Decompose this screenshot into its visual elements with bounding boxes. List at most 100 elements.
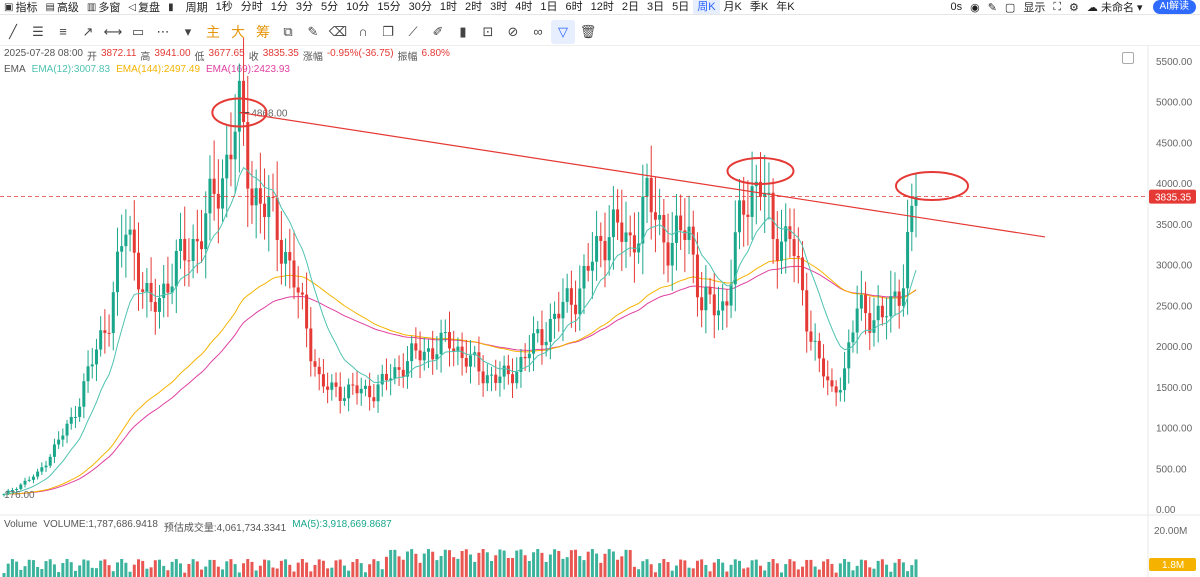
candle-body xyxy=(330,382,334,390)
volume-bar xyxy=(78,565,82,577)
period-tab[interactable]: 分时 xyxy=(240,0,263,13)
candle-body xyxy=(532,333,536,354)
hide-tool-icon[interactable]: ⊘ xyxy=(507,23,519,39)
period-tab[interactable]: 2时 xyxy=(464,0,483,13)
candle-body xyxy=(300,292,304,295)
period-tab[interactable]: 12时 xyxy=(590,0,614,13)
candle-body xyxy=(40,467,44,472)
lock-tool-icon[interactable]: ⊡ xyxy=(482,23,494,39)
period-tab[interactable]: 4时 xyxy=(515,0,533,13)
brush-tool-icon[interactable]: ✎ xyxy=(307,23,319,39)
chip-tool[interactable]: 筹 xyxy=(256,23,270,40)
open-label: 开 xyxy=(86,52,97,63)
more-tools-icon[interactable]: ⋯ xyxy=(156,23,170,39)
candle-body xyxy=(695,254,699,298)
rect-tool-icon[interactable]: ▭ xyxy=(131,23,145,39)
period-tab[interactable]: 1分 xyxy=(270,0,288,13)
layout-icon[interactable]: ▢ xyxy=(1004,1,1016,14)
period-tab[interactable]: 30分 xyxy=(408,0,432,13)
candle-body xyxy=(410,343,414,362)
candle-body xyxy=(275,197,279,240)
candle-body xyxy=(780,241,784,261)
period-tab[interactable]: 15分 xyxy=(377,0,401,13)
link-tool-icon[interactable]: ∞ xyxy=(533,24,543,39)
period-tab[interactable]: 3时 xyxy=(490,0,508,13)
toolbar-item-4[interactable]: ▮ xyxy=(164,0,180,14)
main-force-tool[interactable]: 主 xyxy=(206,23,220,40)
toolbar-item-0[interactable]: ▣ 指标 xyxy=(0,0,41,15)
toolbar-item-2[interactable]: ▥ 多窗 xyxy=(83,0,124,15)
range-tool-icon[interactable]: ⟷ xyxy=(103,23,123,39)
volume-bar xyxy=(901,562,905,577)
line-tool-icon[interactable]: ╱ xyxy=(9,23,17,39)
period-tab[interactable]: 周K xyxy=(693,0,720,14)
low-label: 低 xyxy=(194,52,205,63)
period-tab[interactable]: 季K xyxy=(749,0,769,13)
period-tab[interactable]: 5分 xyxy=(320,0,339,13)
volume-bar xyxy=(716,559,720,577)
eraser-tool-icon[interactable]: ⌫ xyxy=(328,23,348,39)
period-tab[interactable]: 2日 xyxy=(621,0,639,13)
fullscreen-icon[interactable]: ⛶ xyxy=(1053,0,1062,13)
volume-bar xyxy=(485,552,489,577)
toolbar-item-1[interactable]: ▤ 高级 xyxy=(41,0,82,15)
pen-tool-icon[interactable]: ✐ xyxy=(432,23,444,39)
candle-tool-icon[interactable]: ▮ xyxy=(459,23,467,39)
magnet-tool-icon[interactable]: ∩ xyxy=(358,24,368,39)
volume-bar xyxy=(502,550,506,577)
volume-bar xyxy=(380,569,384,577)
ai-interpret-button[interactable]: AI解读 xyxy=(1152,0,1196,14)
camera-icon[interactable]: ◉ xyxy=(970,1,980,14)
volume-bar xyxy=(758,565,762,577)
display-button[interactable]: 显示 xyxy=(1023,2,1046,14)
period-tab[interactable]: 6时 xyxy=(565,0,583,13)
candle-body xyxy=(246,122,250,189)
period-tab[interactable]: 1日 xyxy=(540,0,558,13)
volume-bar xyxy=(515,550,519,577)
period-tab[interactable]: 10分 xyxy=(346,0,370,13)
toolbar-item-label: 高级 xyxy=(56,2,79,14)
toolbar-item-3[interactable]: ◁ 复盘 xyxy=(124,0,164,15)
period-tab[interactable]: 1秒 xyxy=(215,0,233,13)
cloud-layout-button[interactable]: ☁ 未命名 ▾ xyxy=(1086,2,1143,14)
candle-body xyxy=(166,283,170,293)
channel-tool-icon[interactable]: ≡ xyxy=(59,24,67,39)
period-tab[interactable]: 5日 xyxy=(672,0,690,13)
gear-icon[interactable]: ⚙ xyxy=(1069,1,1079,14)
volume-bar xyxy=(523,555,527,577)
candle-body xyxy=(237,80,241,132)
period-tab[interactable]: 3日 xyxy=(646,0,665,13)
filter-tool-icon[interactable]: ▽ xyxy=(551,19,575,44)
copy2-tool-icon[interactable]: ❐ xyxy=(382,23,394,39)
volume-bar xyxy=(258,565,262,577)
hline-tool-icon[interactable]: ☰ xyxy=(32,23,44,39)
volume-bar xyxy=(737,560,741,577)
shape-tool-icon[interactable]: ▾ xyxy=(184,23,192,39)
period-tab[interactable]: 年K xyxy=(776,0,795,13)
volume-bar xyxy=(347,570,351,577)
trash-tool-icon[interactable]: 🗑 xyxy=(579,23,597,39)
period-tab[interactable]: 1时 xyxy=(439,0,457,13)
edit-icon[interactable]: ✎ xyxy=(987,1,997,14)
copy-tool-icon[interactable]: ⧉ xyxy=(283,23,293,39)
candle-body xyxy=(418,350,422,361)
highlight-circle xyxy=(726,157,795,185)
ema-label[interactable]: EMA xyxy=(4,64,26,75)
low-value: 3677.65 xyxy=(208,48,245,59)
ray-tool-icon[interactable]: ↗ xyxy=(82,23,94,39)
big-order-tool[interactable]: 大 xyxy=(231,23,245,40)
fullscreen-icon[interactable] xyxy=(1122,52,1134,64)
volume-bar xyxy=(401,559,405,577)
ruler-tool-icon[interactable]: ⟋ xyxy=(408,23,418,39)
candle-body xyxy=(561,301,565,319)
volume-bar xyxy=(712,562,716,577)
period-tab[interactable]: 月K xyxy=(723,0,742,13)
period-tab[interactable]: 3分 xyxy=(295,0,313,13)
volume-bar xyxy=(326,568,330,577)
candle-body xyxy=(872,320,876,333)
toolbar-item-5[interactable]: 周期 xyxy=(180,0,212,14)
volume-bar xyxy=(519,549,523,577)
volume-bar xyxy=(27,559,31,577)
candle-body xyxy=(376,384,380,402)
close-label: 收 xyxy=(248,52,259,63)
